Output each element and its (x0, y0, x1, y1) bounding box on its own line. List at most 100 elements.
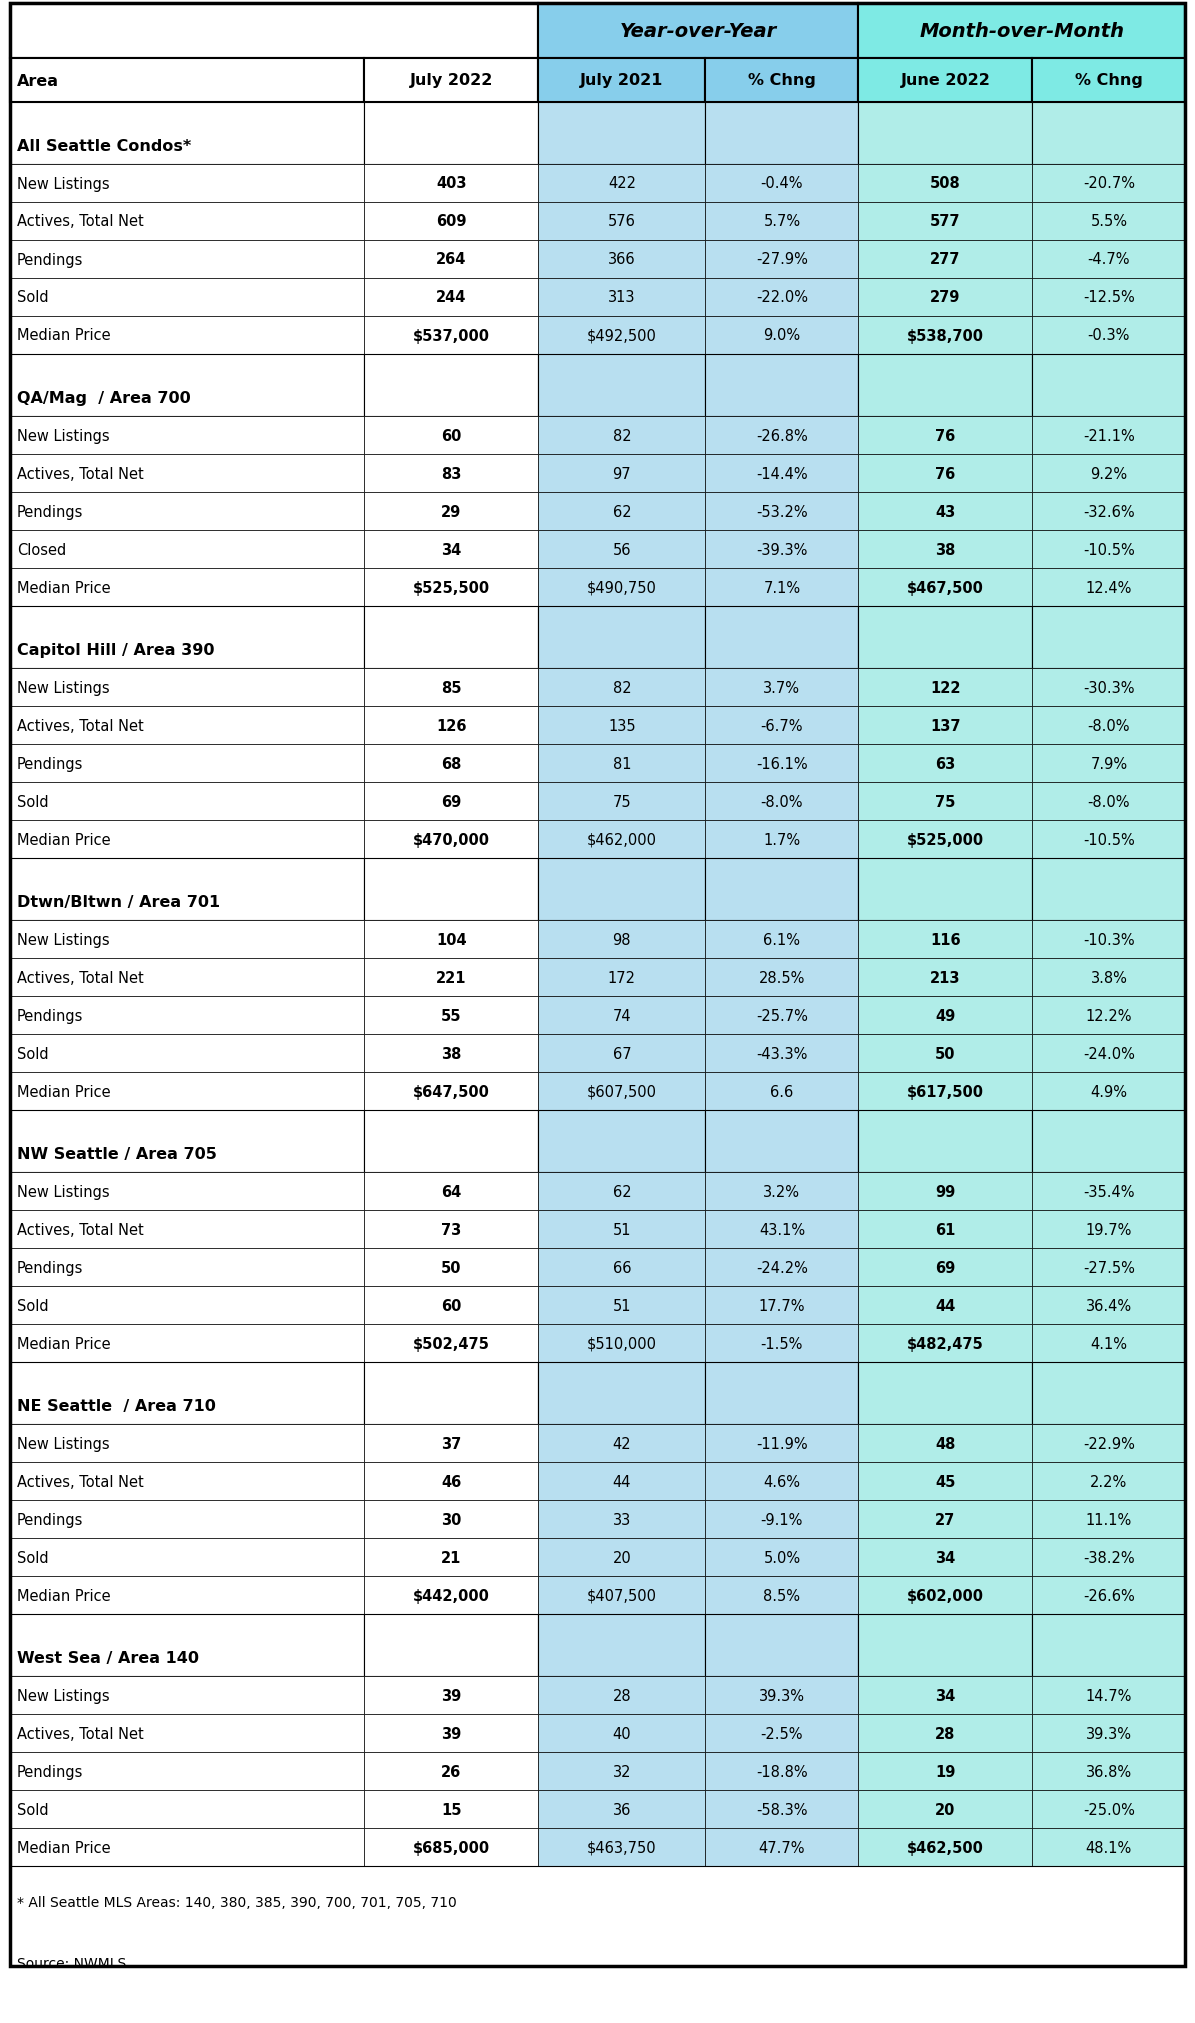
Bar (1032, 1752, 1185, 1790)
Text: -25.7%: -25.7% (756, 1007, 808, 1024)
Bar (539, 4, 858, 59)
Bar (364, 1463, 539, 1501)
Bar (705, 1361, 858, 1424)
Bar (858, 241, 1032, 279)
Bar (10, 1501, 364, 1537)
Bar (1032, 1111, 1185, 1173)
Bar (858, 1752, 1032, 1790)
Bar (858, 1287, 1032, 1325)
Text: 20: 20 (613, 1550, 631, 1564)
Text: -24.0%: -24.0% (1083, 1046, 1135, 1060)
Bar (858, 202, 1032, 241)
Text: Pendings: Pendings (17, 253, 84, 267)
Text: 5.5%: 5.5% (1090, 214, 1127, 229)
Text: 69: 69 (936, 1260, 956, 1274)
Text: 3.7%: 3.7% (764, 680, 801, 696)
Bar (10, 1677, 364, 1713)
Text: 28.5%: 28.5% (759, 969, 805, 985)
Bar (705, 166, 858, 202)
Bar (858, 59, 1032, 103)
Text: -2.5%: -2.5% (761, 1726, 803, 1740)
Bar (705, 354, 858, 417)
Bar (10, 279, 364, 318)
Text: Dtwn/Bltwn / Area 701: Dtwn/Bltwn / Area 701 (17, 894, 220, 910)
Bar (858, 1790, 1032, 1829)
Bar (705, 455, 858, 494)
Bar (1032, 166, 1185, 202)
Text: 126: 126 (436, 718, 466, 732)
Bar (539, 530, 705, 568)
Bar (1032, 997, 1185, 1034)
Text: 1.7%: 1.7% (764, 831, 801, 848)
Bar (364, 1325, 539, 1361)
Bar (10, 166, 364, 202)
Text: 64: 64 (441, 1183, 461, 1200)
Bar (10, 494, 364, 530)
Bar (539, 318, 705, 354)
Text: 7.9%: 7.9% (1090, 757, 1127, 771)
Bar (364, 530, 539, 568)
Text: 264: 264 (436, 253, 466, 267)
Bar (539, 279, 705, 318)
Text: Sold: Sold (17, 1802, 48, 1817)
Text: Actives, Total Net: Actives, Total Net (17, 1726, 143, 1740)
Text: -38.2%: -38.2% (1083, 1550, 1135, 1564)
Bar (705, 530, 858, 568)
Bar (10, 1325, 364, 1361)
Bar (1032, 783, 1185, 821)
Bar (539, 1537, 705, 1576)
Bar (1032, 1210, 1185, 1248)
Bar (10, 1287, 364, 1325)
Bar (364, 706, 539, 744)
Bar (539, 1287, 705, 1325)
Bar (1032, 1677, 1185, 1713)
Bar (539, 607, 705, 670)
Text: $525,000: $525,000 (907, 831, 983, 848)
Bar (364, 166, 539, 202)
Bar (858, 1463, 1032, 1501)
Text: 37: 37 (441, 1436, 461, 1450)
Bar (858, 1072, 1032, 1111)
Bar (705, 1829, 858, 1865)
Text: -8.0%: -8.0% (761, 795, 803, 809)
Text: Sold: Sold (17, 1550, 48, 1564)
Text: 61: 61 (936, 1222, 956, 1236)
Text: 4.9%: 4.9% (1090, 1084, 1127, 1098)
Text: 277: 277 (930, 253, 961, 267)
Bar (858, 1713, 1032, 1752)
Text: NW Seattle / Area 705: NW Seattle / Area 705 (17, 1147, 216, 1161)
Text: -9.1%: -9.1% (761, 1511, 803, 1527)
Bar (364, 318, 539, 354)
Text: Median Price: Median Price (17, 1588, 110, 1602)
Text: -53.2%: -53.2% (756, 504, 808, 520)
Text: Pendings: Pendings (17, 1007, 84, 1024)
Bar (858, 920, 1032, 959)
Bar (858, 1677, 1032, 1713)
Text: 4.1%: 4.1% (1090, 1335, 1127, 1351)
Text: 81: 81 (613, 757, 631, 771)
Text: 39.3%: 39.3% (1086, 1726, 1132, 1740)
Bar (858, 530, 1032, 568)
Text: 43: 43 (936, 504, 956, 520)
Bar (539, 455, 705, 494)
Bar (705, 241, 858, 279)
Text: Actives, Total Net: Actives, Total Net (17, 214, 143, 229)
Text: Capitol Hill / Area 390: Capitol Hill / Area 390 (17, 643, 214, 657)
Bar (705, 821, 858, 858)
Text: Actives, Total Net: Actives, Total Net (17, 718, 143, 732)
Text: 122: 122 (930, 680, 961, 696)
Text: $470,000: $470,000 (413, 831, 490, 848)
Bar (1032, 494, 1185, 530)
Text: $490,750: $490,750 (587, 581, 657, 595)
Text: Pendings: Pendings (17, 1511, 84, 1527)
Bar (364, 417, 539, 455)
Bar (1032, 103, 1185, 166)
Text: Pendings: Pendings (17, 504, 84, 520)
Bar (705, 103, 858, 166)
Text: Median Price: Median Price (17, 1084, 110, 1098)
Text: 33: 33 (613, 1511, 631, 1527)
Bar (539, 1713, 705, 1752)
Bar (10, 1865, 1185, 1966)
Text: 60: 60 (441, 1299, 461, 1313)
Bar (364, 670, 539, 706)
